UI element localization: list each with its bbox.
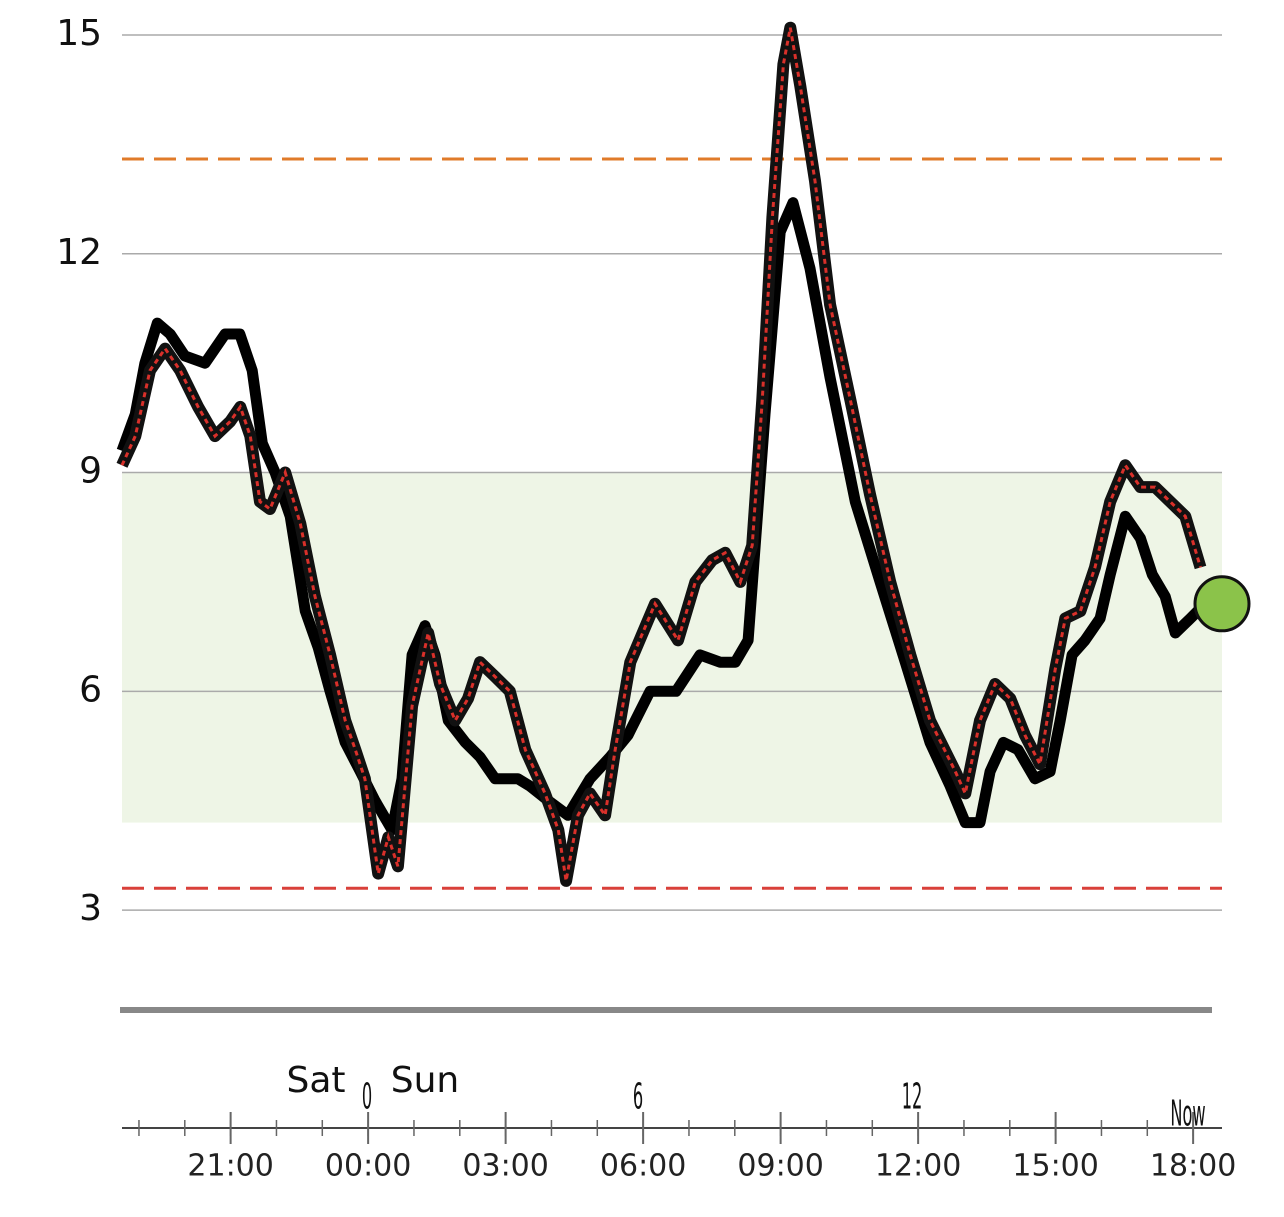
annotation: 12 xyxy=(902,1075,923,1118)
line xyxy=(116,197,1209,836)
x-tick-label: 00:00 xyxy=(325,1149,411,1184)
annotation: Sat xyxy=(286,1060,345,1101)
plot-bottom-bar xyxy=(120,1007,1212,1013)
annotation: Sun xyxy=(391,1060,459,1101)
y-tick-label: 12 xyxy=(56,232,102,273)
y-tick-label: 15 xyxy=(56,13,102,54)
current-point xyxy=(1193,575,1251,633)
y-tick-label: 3 xyxy=(79,888,102,929)
annotation: 0 xyxy=(362,1075,372,1118)
x-tick-label: 18:00 xyxy=(1150,1149,1236,1184)
x-tick-label: 21:00 xyxy=(187,1149,273,1184)
line xyxy=(120,27,1202,882)
y-tick-label: 6 xyxy=(79,669,102,710)
annotation: 6 xyxy=(633,1075,643,1118)
x-tick-label: 15:00 xyxy=(1012,1149,1098,1184)
x-tick-label: 12:00 xyxy=(875,1149,961,1184)
x-tick-label: 03:00 xyxy=(462,1149,548,1184)
y-tick-label: 9 xyxy=(79,451,102,492)
x-tick-label: 06:00 xyxy=(600,1149,686,1184)
x-tick-label: 09:00 xyxy=(737,1149,823,1184)
annotation: Now xyxy=(1170,1092,1205,1135)
